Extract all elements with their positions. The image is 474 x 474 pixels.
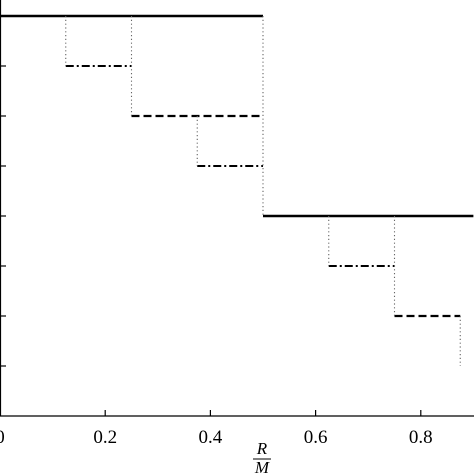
x-axis-label: R M (253, 439, 271, 474)
x-tick-label: 0.2 (93, 427, 117, 448)
x-label-numerator: R (256, 439, 268, 458)
x-tick-label: 0.4 (199, 427, 223, 448)
x-tick-label: 0 (0, 427, 5, 448)
x-label-denominator: M (254, 458, 270, 474)
x-tick-label: 0.6 (304, 427, 328, 448)
axes (0, 0, 474, 417)
x-tick-label: 0.8 (409, 427, 433, 448)
plot-area (0, 14, 474, 366)
x-tick-labels: 0 0.2 0.4 0.6 0.8 (0, 427, 433, 448)
